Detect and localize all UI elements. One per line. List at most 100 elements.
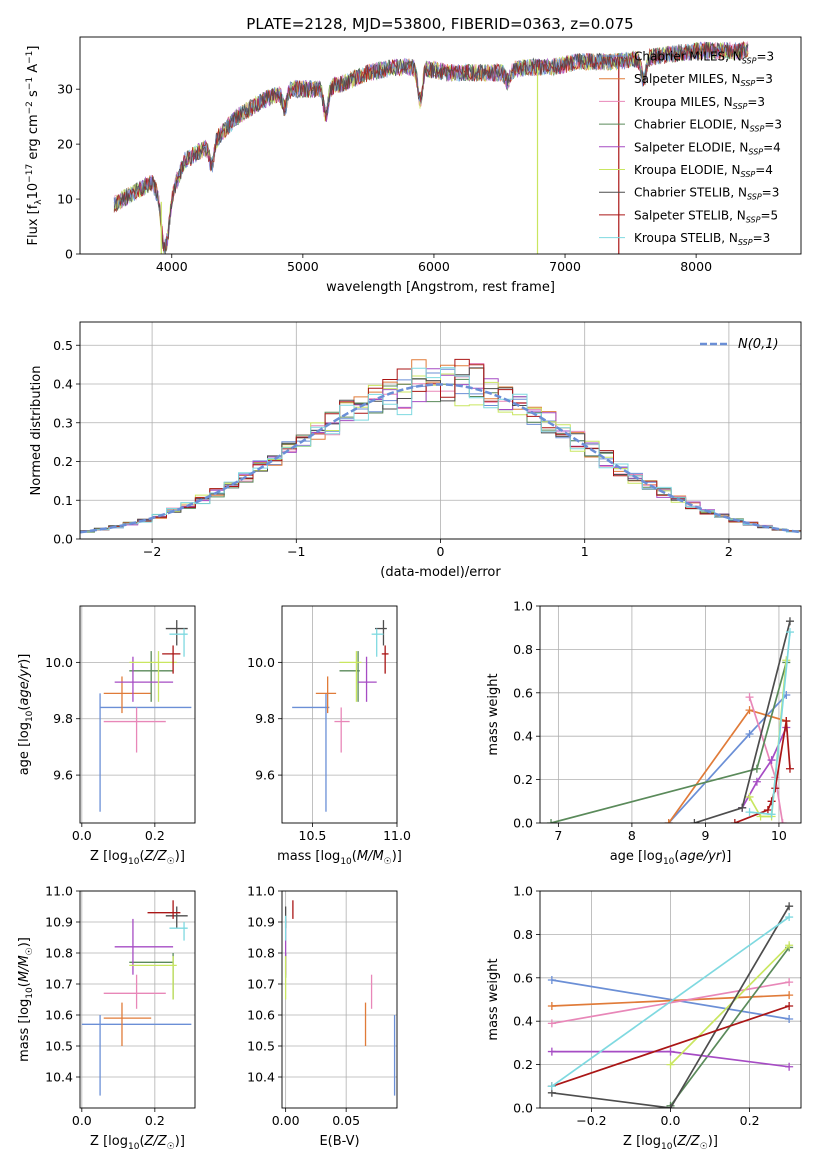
y-tick-label: 9.8 <box>53 711 73 726</box>
data-point-marker <box>547 1002 556 1011</box>
mass-vs-Z-points <box>81 900 192 1096</box>
x-tick-label: −0.2 <box>576 1113 606 1128</box>
data-point-marker <box>785 1002 794 1011</box>
data-point-marker <box>547 819 556 823</box>
data-point-marker <box>730 819 739 823</box>
x-axis-label: Z [log10(Z/Z☉)] <box>90 1134 185 1152</box>
legend-label: Salpeter MILES, NSSP=3 <box>634 72 773 88</box>
x-tick-label: 0 <box>437 544 445 559</box>
y-tick-label: 0.0 <box>53 532 73 547</box>
y-tick-label: 0.4 <box>513 1014 533 1029</box>
data-point-marker <box>767 756 776 765</box>
massweight-vs-Z-panel: −0.2 0.0 0.2 0.0 0.2 0.4 0.6 0.8 1.0 Z [log10(Z/Z… <box>486 884 802 1152</box>
series-line <box>551 916 790 1087</box>
series-line <box>551 1005 790 1088</box>
x-tick-label: 5000 <box>287 259 319 274</box>
data-point-marker <box>785 617 794 626</box>
data-point-marker <box>785 991 794 1000</box>
y-tick-label: 9.6 <box>53 768 73 783</box>
y-tick-label: 11.0 <box>45 884 73 899</box>
y-axis-label: Normed distribution <box>29 366 44 496</box>
series-line <box>551 905 790 1108</box>
x-tick-label: 0.05 <box>332 1113 360 1128</box>
spectrum-panel: 4000 5000 6000 7000 8000 0 10 20 30 wavelength [A… <box>25 36 802 295</box>
age-vs-Z-panel: 0.0 0.2 9.6 9.8 10.0 Z [log10(Z/Z☉)] age [log1… <box>17 605 196 867</box>
y-tick-label: 20 <box>57 137 73 152</box>
data-point-marker <box>664 819 673 823</box>
y-axis-label: Flux [fλ10−17 erg cm−2 s−1 A−1] <box>25 46 44 246</box>
mass-vs-Z-panel: 0.0 0.2 10.4 10.5 10.6 10.7 10.8 10.9 11.0 Z [log… <box>17 884 196 1152</box>
x-tick-label: 4000 <box>156 259 188 274</box>
y-tick-label: 10.6 <box>247 1008 275 1023</box>
x-tick-label: 10 <box>771 828 787 843</box>
y-tick-label: 10.9 <box>45 915 73 930</box>
x-tick-label: 9 <box>701 828 709 843</box>
x-tick-label: 2 <box>725 544 733 559</box>
x-tick-label: −2 <box>143 544 161 559</box>
mass-vs-EBV-panel: 0.00 0.05 10.4 10.5 10.6 10.7 10.8 10.9 11.0 E(B-… <box>247 884 398 1149</box>
y-tick-label: 10 <box>57 192 73 207</box>
x-tick-label: 10.5 <box>299 828 327 843</box>
x-tick-label: 0.00 <box>272 1113 300 1128</box>
data-point-marker <box>785 978 794 987</box>
y-tick-label: 1.0 <box>513 599 533 614</box>
x-tick-label: 0.2 <box>145 1113 165 1128</box>
data-point-marker <box>785 764 794 773</box>
x-tick-label: 0.0 <box>661 1113 681 1128</box>
y-tick-label: 10.4 <box>45 1070 73 1085</box>
y-tick-label: 11.0 <box>247 884 275 899</box>
residuals-panel: −2 −1 0 1 2 0.0 0.1 0.2 0.3 0.4 0.5 (data-model)/er… <box>29 321 802 580</box>
y-tick-label: 10.5 <box>45 1039 73 1054</box>
gaussian-curve <box>80 383 801 534</box>
data-point-marker <box>785 913 794 922</box>
y-tick-label: 9.6 <box>255 768 275 783</box>
legend-label: Salpeter STELIB, NSSP=5 <box>634 208 778 224</box>
legend-label: Kroupa MILES, NSSP=3 <box>634 95 765 111</box>
y-tick-label: 0.8 <box>513 927 533 942</box>
axes-frame <box>79 36 802 255</box>
data-point-marker <box>547 1019 556 1028</box>
y-tick-label: 10.5 <box>247 1039 275 1054</box>
y-tick-label: 1.0 <box>513 884 533 899</box>
axes-frame <box>539 605 802 824</box>
data-point-marker <box>745 730 754 739</box>
y-tick-label: 0.2 <box>513 1057 533 1072</box>
axes-frame <box>79 890 196 1109</box>
y-tick-label: 0.0 <box>513 816 533 831</box>
data-point-marker <box>752 764 761 773</box>
series-line <box>669 944 790 1066</box>
axes-frame <box>79 321 802 540</box>
y-tick-label: 0.8 <box>513 642 533 657</box>
legend-label: Kroupa ELODIE, NSSP=4 <box>634 163 773 179</box>
data-point-marker <box>745 693 754 702</box>
axes-frame <box>79 605 196 824</box>
data-point-marker <box>778 819 787 823</box>
series-line <box>551 979 790 1020</box>
y-tick-label: 30 <box>57 82 73 97</box>
y-tick-label: 0.2 <box>53 454 73 469</box>
y-tick-label: 10.8 <box>247 946 275 961</box>
age-vs-mass-points <box>292 620 389 812</box>
legend-label: Chabrier MILES, NSSP=3 <box>634 50 774 66</box>
series-line <box>551 981 790 1025</box>
y-tick-label: 0.4 <box>513 729 533 744</box>
data-point-marker <box>767 797 776 806</box>
age-vs-Z-points <box>99 620 192 812</box>
y-tick-label: 10.6 <box>45 1008 73 1023</box>
series-line <box>551 994 790 1007</box>
data-point-marker <box>785 1062 794 1071</box>
spectrum-legend: Chabrier MILES, NSSP=3 Salpeter MILES, NS… <box>599 50 782 247</box>
data-point-marker <box>745 792 754 801</box>
legend-label: Chabrier STELIB, NSSP=3 <box>634 186 779 202</box>
legend-label: Kroupa STELIB, NSSP=3 <box>634 231 770 247</box>
x-tick-label: 0.0 <box>72 828 92 843</box>
x-axis-label: Z [log10(Z/Z☉)] <box>623 1134 718 1152</box>
x-axis-label: mass [log10(M/M☉)] <box>277 849 402 867</box>
y-tick-label: 9.8 <box>255 711 275 726</box>
legend-label: N(0,1) <box>738 337 779 352</box>
data-point-marker <box>782 717 791 726</box>
data-point-marker <box>666 1104 675 1108</box>
histogram-series <box>80 367 801 533</box>
y-tick-label: 0.4 <box>53 377 73 392</box>
